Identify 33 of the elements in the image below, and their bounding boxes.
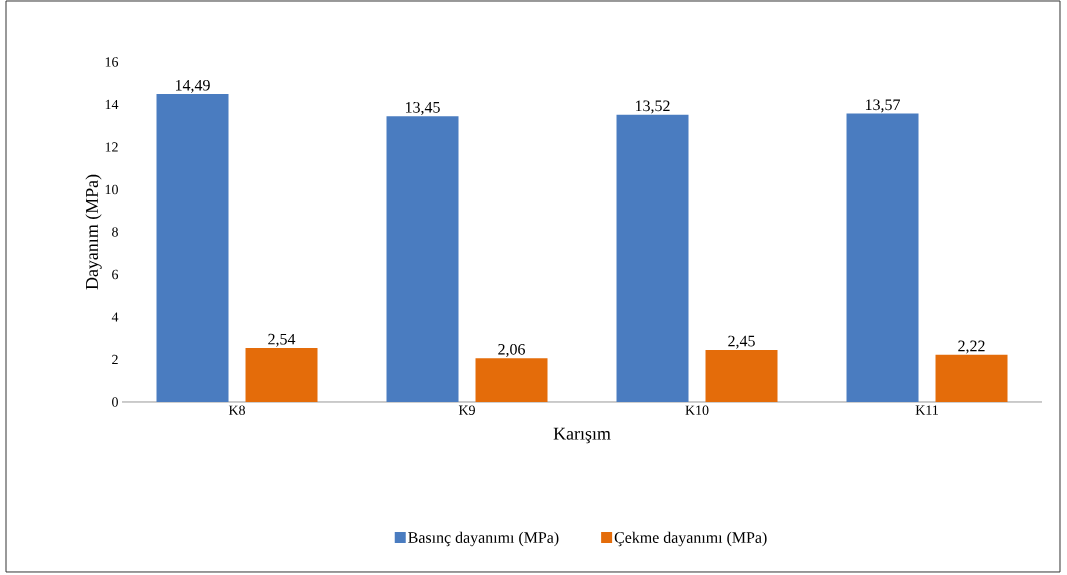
y-tick-label: 6 <box>112 269 119 280</box>
bar <box>245 348 318 402</box>
bar <box>386 116 459 402</box>
bar <box>475 358 548 402</box>
data-label: 2,45 <box>728 335 755 349</box>
y-tick-label: 14 <box>105 99 119 110</box>
data-label: 13,52 <box>635 100 670 114</box>
bar <box>156 94 229 402</box>
data-label: 2,22 <box>958 340 985 354</box>
data-label: 2,54 <box>268 333 296 347</box>
x-tick-label: K9 <box>458 405 475 415</box>
x-tick-label: K11 <box>915 405 938 415</box>
bar <box>846 113 919 402</box>
y-tick-label: 2 <box>112 354 118 365</box>
data-label: 2,06 <box>498 343 525 358</box>
y-tick-label: 8 <box>112 227 118 237</box>
data-label: 13,57 <box>865 99 900 113</box>
y-axis-title: Dayanım (MPa) <box>85 174 102 290</box>
y-tick-label: 16 <box>105 57 119 67</box>
y-tick-label: 0 <box>112 397 118 407</box>
bar <box>705 349 778 402</box>
x-axis-title: Karışım <box>553 427 611 444</box>
bar <box>935 354 1008 402</box>
x-tick-label: K8 <box>228 405 245 415</box>
data-label: 14,49 <box>175 79 210 93</box>
legend-label: Çekme dayanımı (MPa) <box>614 531 767 547</box>
x-tick-label: K10 <box>685 405 709 415</box>
y-tick-label: 4 <box>111 312 119 322</box>
bar <box>616 114 689 402</box>
data-label: 13,45 <box>405 101 440 115</box>
legend-label: Basınç dayanımı (MPa) <box>408 531 559 547</box>
y-tick-label: 12 <box>105 142 118 152</box>
y-tick-label: 10 <box>105 184 118 195</box>
